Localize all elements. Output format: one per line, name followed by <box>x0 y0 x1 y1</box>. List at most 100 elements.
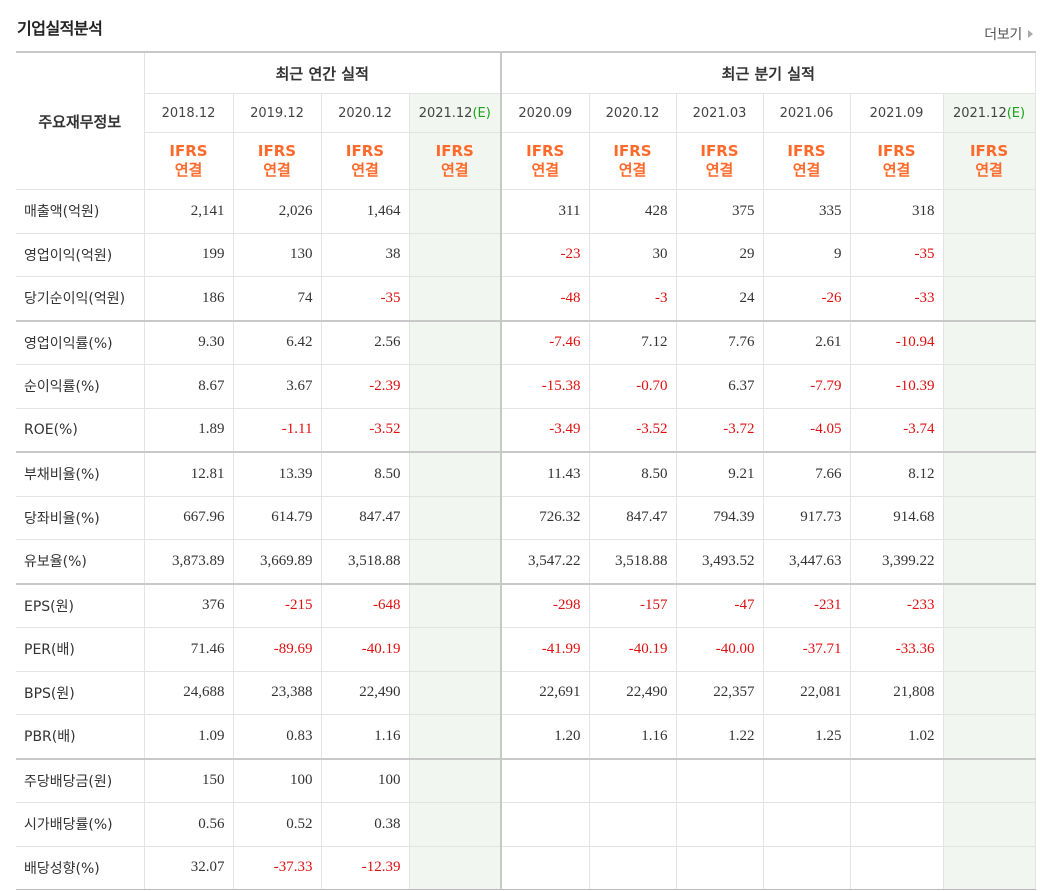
table-cell: 847.47 <box>589 496 677 540</box>
table-cell: -157 <box>589 583 677 628</box>
ifrs-label: IFRS <box>969 142 1009 160</box>
table-cell: 7.12 <box>589 320 677 365</box>
consolidated-label: 연결 <box>174 161 203 179</box>
table-cell: 0.38 <box>321 802 410 847</box>
table-cell <box>409 758 502 803</box>
consolidated-label: 연결 <box>792 161 821 179</box>
table-cell: 3,518.88 <box>589 539 677 585</box>
table-cell <box>763 758 851 803</box>
table-cell <box>409 276 502 322</box>
table-cell: 130 <box>233 233 322 277</box>
table-cell: -40.00 <box>676 627 764 672</box>
ifrs-badge: IFRS 연결 <box>589 132 677 190</box>
table-cell <box>943 496 1036 540</box>
table-cell <box>409 189 502 234</box>
more-link[interactable]: 더보기 <box>984 24 1033 44</box>
table-cell: 22,081 <box>763 671 851 715</box>
row-label: 영업이익률(%) <box>16 320 145 365</box>
table-cell <box>676 846 764 890</box>
table-cell: -0.70 <box>589 364 677 409</box>
table-row: PER(배) 71.46 -89.69 -40.19 -41.99 -40.19 -40.0… <box>16 627 1036 672</box>
row-label: 주당배당금(원) <box>16 758 145 803</box>
chevron-right-icon <box>1028 30 1033 38</box>
table-cell: 726.32 <box>500 496 590 540</box>
table-cell <box>943 452 1036 497</box>
period-header: 2018.12 <box>144 93 234 133</box>
ifrs-badge: IFRS 연결 <box>233 132 322 190</box>
consolidated-label: 연결 <box>975 161 1003 179</box>
table-cell <box>850 758 944 803</box>
table-cell: 1.16 <box>589 714 677 760</box>
table-cell: 794.39 <box>676 496 764 540</box>
period-header: 2021.09 <box>850 93 944 133</box>
ifrs-badge: IFRS 연결 <box>500 132 590 190</box>
period-header: 2021.12(E) <box>409 93 502 133</box>
table-cell: -37.71 <box>763 627 851 672</box>
table-cell: 917.73 <box>763 496 851 540</box>
table-cell: 29 <box>676 233 764 277</box>
table-row: PBR(배) 1.09 0.83 1.16 1.20 1.16 1.22 1.25 1.02 <box>16 714 1036 760</box>
consolidated-label: 연결 <box>351 161 379 179</box>
ifrs-label: IFRS <box>169 142 208 160</box>
table-cell: 311 <box>500 189 590 234</box>
table-cell <box>850 846 944 890</box>
table-cell: -40.19 <box>589 627 677 672</box>
table-cell: 318 <box>850 189 944 234</box>
table-cell: 1.16 <box>321 714 410 760</box>
table-row: 매출액(억원) 2,141 2,026 1,464 311 428 375 335 318 <box>16 189 1036 234</box>
table-row: EPS(원) 376 -215 -648 -298 -157 -47 -231 -233 <box>16 583 1036 628</box>
table-cell <box>409 233 502 277</box>
table-cell: 335 <box>763 189 851 234</box>
period-header: 2021.03 <box>676 93 764 133</box>
table-cell: 3,669.89 <box>233 539 322 585</box>
table-cell: 667.96 <box>144 496 234 540</box>
table-cell <box>943 758 1036 803</box>
table-cell: 8.67 <box>144 364 234 409</box>
table-cell: 22,490 <box>321 671 410 715</box>
table-cell <box>943 408 1036 453</box>
table-cell <box>589 846 677 890</box>
period-label: 2021.12 <box>418 105 473 121</box>
table-cell: 8.50 <box>321 452 410 497</box>
row-header-label: 주요재무정보 <box>16 52 145 190</box>
table-cell: 150 <box>144 758 234 803</box>
ifrs-badge: IFRS 연결 <box>409 132 502 190</box>
table-cell: -7.46 <box>500 320 590 365</box>
table-cell: 2.61 <box>763 320 851 365</box>
period-label: 2021.06 <box>779 105 834 121</box>
table-row: 영업이익(억원) 199 130 38 -23 30 29 9 -35 <box>16 233 1036 277</box>
table-cell <box>500 758 590 803</box>
table-cell: 71.46 <box>144 627 234 672</box>
table-cell: 3,873.89 <box>144 539 234 585</box>
table-cell: -3 <box>589 276 677 322</box>
ifrs-badge: IFRS 연결 <box>676 132 764 190</box>
ifrs-badge: IFRS 연결 <box>144 132 234 190</box>
table-cell: 3,518.88 <box>321 539 410 585</box>
table-cell: -40.19 <box>321 627 410 672</box>
table-cell <box>409 364 502 409</box>
consolidated-label: 연결 <box>618 161 647 179</box>
ifrs-badge: IFRS 연결 <box>763 132 851 190</box>
table-cell: 847.47 <box>321 496 410 540</box>
table-cell: 6.42 <box>233 320 322 365</box>
table-cell: 9 <box>763 233 851 277</box>
table-cell: 2,141 <box>144 189 234 234</box>
table-cell <box>943 539 1036 585</box>
table-cell: -10.94 <box>850 320 944 365</box>
consolidated-label: 연결 <box>440 161 469 179</box>
ifrs-label: IFRS <box>613 142 652 160</box>
table-cell: 0.56 <box>144 802 234 847</box>
period-label: 2021.12 <box>952 105 1007 121</box>
table-cell <box>589 758 677 803</box>
table-cell: -2.39 <box>321 364 410 409</box>
table-cell <box>943 583 1036 628</box>
table-cell: 2,026 <box>233 189 322 234</box>
ifrs-badge: IFRS 연결 <box>943 132 1036 190</box>
table-cell: 1,464 <box>321 189 410 234</box>
table-cell: -10.39 <box>850 364 944 409</box>
table-cell: -26 <box>763 276 851 322</box>
table-cell: 3.67 <box>233 364 322 409</box>
estimate-mark: (E) <box>472 105 491 121</box>
table-cell <box>409 583 502 628</box>
table-cell: 7.66 <box>763 452 851 497</box>
